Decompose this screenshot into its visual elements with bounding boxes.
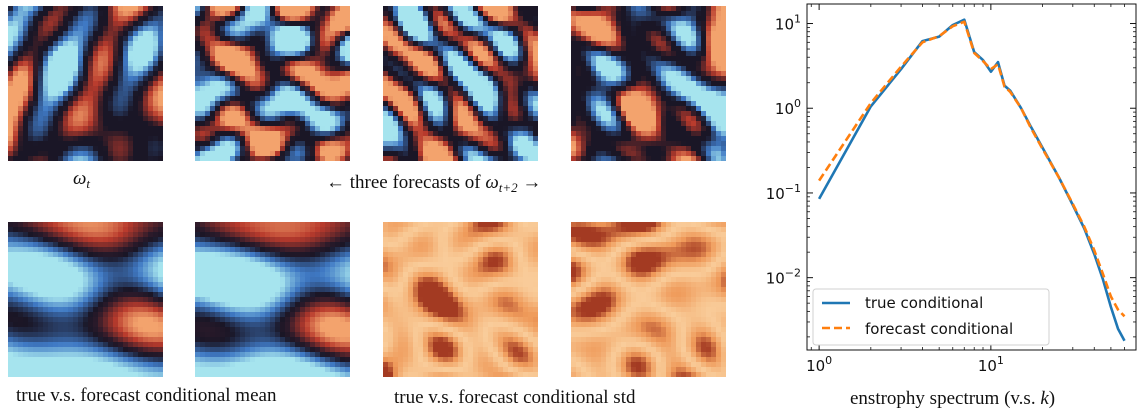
- forecast-panel-2: [383, 6, 538, 161]
- forecast-field-image: [195, 6, 350, 161]
- std-field-image: [383, 222, 538, 377]
- vorticity-panel-omega-t: [8, 6, 163, 161]
- plot-frame: [806, 3, 1137, 351]
- forecast-conditional-mean-panel: [195, 222, 350, 377]
- y-tick-label: 100: [775, 97, 801, 118]
- x-axis-caption: enstrophy spectrum (v.s. k): [850, 388, 1055, 409]
- omega-symbol: ω: [73, 168, 87, 189]
- three-forecasts-caption: ← three forecasts of ωt+2 →: [326, 172, 541, 196]
- legend-forecast-label: forecast conditional: [865, 320, 1013, 338]
- legend-box: [812, 288, 1050, 346]
- omega-subscript: t: [86, 176, 91, 191]
- legend-true-label: true conditional: [865, 294, 983, 312]
- legend: true conditional forecast conditional: [812, 288, 1050, 346]
- x-tick-label: 101: [978, 354, 1004, 375]
- mean-field-image: [8, 222, 163, 377]
- enstrophy-spectrum-chart: 10−2 10−1 100 101 100 101 true conditional fo…: [766, 3, 1137, 409]
- std-field-image: [571, 222, 726, 377]
- mean-field-image: [195, 222, 350, 377]
- series-lines: [817, 18, 1126, 342]
- omega-t-caption: ωt: [73, 168, 90, 192]
- forecasts-right-text: →: [517, 172, 542, 193]
- x-tick-label: 100: [806, 354, 832, 375]
- forecasts-left-text: ← three forecasts of: [326, 172, 486, 193]
- forecast-panel-1: [195, 6, 350, 161]
- y-tick-label: 101: [775, 13, 801, 34]
- true-conditional-mean-panel: [8, 222, 163, 377]
- forecast-conditional-line: [818, 20, 1126, 318]
- forecast-field-image: [571, 6, 726, 161]
- true-conditional-std-panel: [383, 222, 538, 377]
- forecast-panel-3: [571, 6, 726, 161]
- forecasts-omega-symbol: ω: [485, 172, 499, 193]
- conditional-std-caption: true v.s. forecast conditional std: [394, 387, 636, 408]
- forecast-field-image: [383, 6, 538, 161]
- y-tick-label: 10−1: [766, 182, 801, 203]
- forecasts-subscript: t+2: [498, 180, 518, 195]
- axis-ticks: 10−2 10−1 100 101 100 101: [766, 4, 1137, 375]
- y-tick-label: 10−2: [766, 267, 801, 288]
- conditional-mean-caption: true v.s. forecast conditional mean: [16, 385, 277, 406]
- forecast-conditional-std-panel: [571, 222, 726, 377]
- vorticity-field-image: [8, 6, 163, 161]
